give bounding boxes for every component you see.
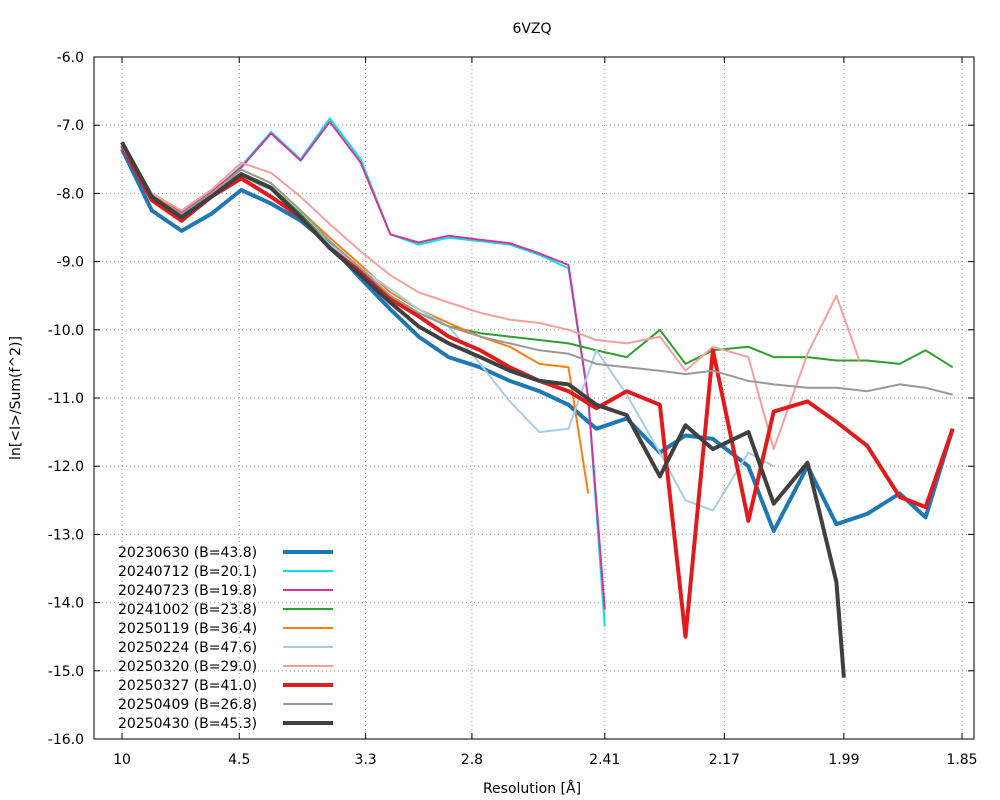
chart-title: 6VZQ: [512, 21, 551, 37]
legend-label: 20250224 (B=47.6): [118, 640, 257, 656]
y-tick-label: -10.0: [48, 323, 84, 339]
legend-label: 20250409 (B=26.8): [118, 697, 257, 713]
grid-lines: [94, 56, 974, 740]
y-tick-label: -16.0: [48, 732, 84, 748]
series-lines: [120, 117, 955, 678]
legend-label: 20250320 (B=29.0): [118, 659, 257, 675]
series-line-0: [120, 148, 955, 533]
legend-label: 20240723 (B=19.8): [118, 583, 257, 599]
legend-label: 20240712 (B=20.1): [118, 564, 257, 580]
y-tick-label: -9.0: [57, 255, 84, 271]
x-axis-label: Resolution [Å]: [483, 780, 581, 797]
y-tick-label: -11.0: [48, 391, 84, 407]
series-line-9: [120, 141, 846, 678]
x-tick-label: 2.8: [461, 752, 483, 768]
y-tick-label: -8.0: [57, 186, 84, 202]
y-tick-label: -12.0: [48, 459, 84, 475]
legend-label: 20250430 (B=45.3): [118, 716, 257, 732]
x-tick-label: 2.17: [709, 752, 740, 768]
x-tick-label: 1.85: [946, 752, 977, 768]
legend-label: 20230630 (B=43.8): [118, 545, 257, 561]
series-line-5: [121, 145, 775, 512]
legend-label: 20250327 (B=41.0): [118, 678, 257, 694]
plot-frame: [93, 56, 975, 740]
y-tick-label: -14.0: [48, 596, 84, 612]
y-tick-label: -7.0: [57, 118, 84, 134]
x-tick-label: 1.99: [828, 752, 859, 768]
series-line-2: [121, 120, 606, 610]
series-line-4: [121, 143, 590, 494]
x-tick-label: 10: [113, 752, 131, 768]
y-tick-label: -15.0: [48, 664, 84, 680]
x-tick-label: 4.5: [228, 752, 250, 768]
legend-label: 20241002 (B=23.8): [118, 602, 257, 618]
y-axis-label: ln[<I>/Sum(f^2)]: [8, 336, 24, 460]
legend-label: 20250119 (B=36.4): [118, 621, 257, 637]
x-tick-label: 3.3: [354, 752, 376, 768]
y-tick-label: -13.0: [48, 527, 84, 543]
x-tick-label: 2.41: [589, 752, 620, 768]
y-axis-ticks: -6.0 -7.0 -8.0 -9.0 -10.0 -11.0 -12.0 -13.0 -14.…: [48, 50, 974, 748]
legend: 20230630 (B=43.8) 20240712 (B=20.1) 202407…: [118, 545, 333, 732]
series-line-6: [121, 141, 861, 451]
y-tick-label: -6.0: [57, 50, 84, 66]
series-line-8: [121, 145, 953, 396]
x-axis-ticks: 10 4.5 3.3 2.8 2.41 2.17 1.99 1.85: [113, 57, 978, 768]
